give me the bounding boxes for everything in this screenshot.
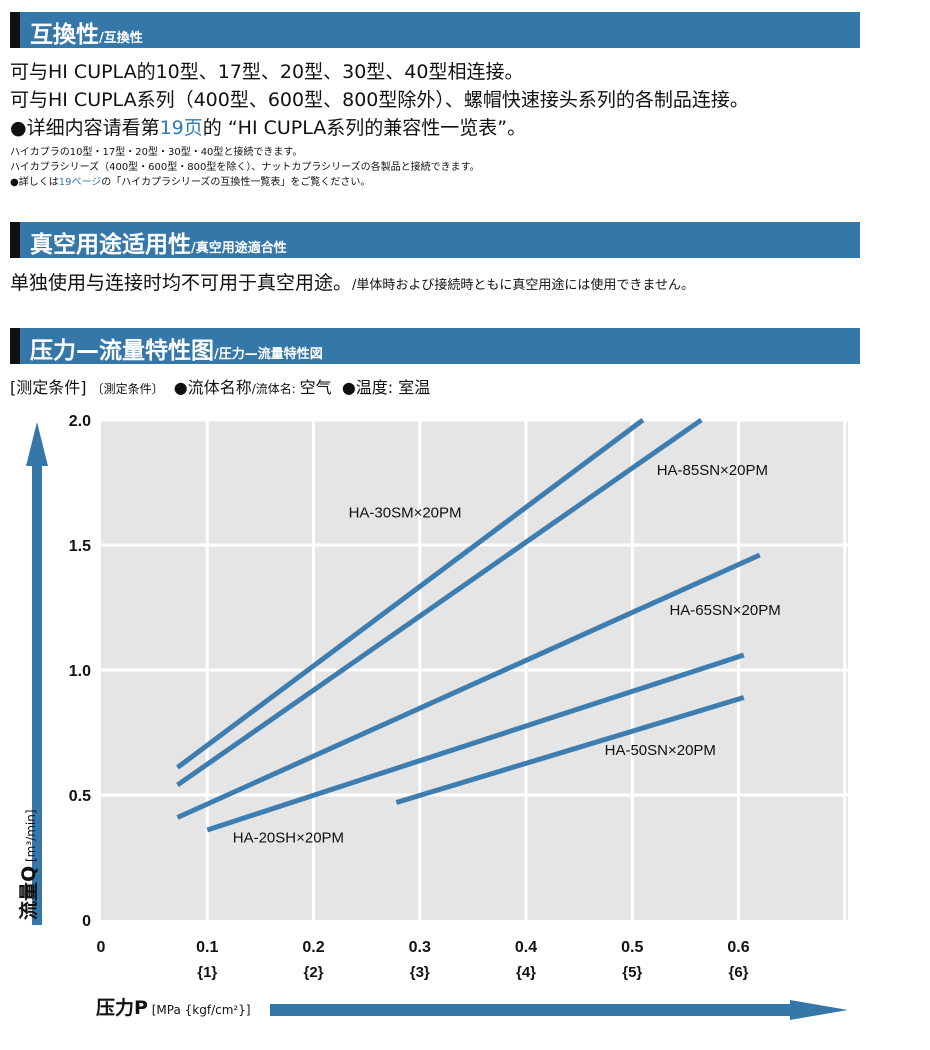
vacuum-text: 单独使用与连接时均不可用于真空用途。/単体時および接続時ともに真空用途には使用で… [10, 272, 695, 294]
x-tick-sublabel: {5} [622, 964, 642, 981]
series-line-4 [206, 652, 745, 833]
compat-line-3: ●详细内容请看第19页的 “HI CUPLA系列的兼容性一览表”。 [10, 117, 527, 139]
x-tick-label: 0.2 [302, 939, 324, 956]
x-tick-sublabel: {2} [303, 964, 323, 981]
section-title: 互換性/互換性 [30, 22, 143, 48]
series-line-2 [176, 417, 703, 788]
series-label-5: HA-50SN×20PM [605, 742, 716, 759]
header-accent [10, 12, 20, 48]
compat-line-1: 可与HI CUPLA的10型、17型、20型、30型、40型相连接。 [10, 61, 524, 83]
y-axis-arrow [26, 422, 48, 925]
y-axis-title: 流量Q [m³/min] [18, 809, 40, 920]
page-reference-link-jp[interactable]: 19ページ [58, 177, 102, 188]
y-tick-label: 0.5 [69, 788, 91, 805]
series-line-3 [176, 552, 761, 820]
y-tick-label: 0 [82, 913, 91, 930]
series-label-4: HA-20SH×20PM [233, 830, 344, 847]
x-tick-label: 0.5 [621, 939, 643, 956]
section-title: 真空用途适用性/真空用途適合性 [30, 232, 287, 258]
series-line-1 [176, 417, 645, 770]
measurement-conditions: [测定条件] 〔測定条件〕 ●流体名称/流体名: 空气 ●温度: 室温 [10, 378, 431, 397]
x-tick-label: 0.6 [727, 939, 749, 956]
pressure-flow-chart: HA-30SM×20PM HA-85SN×20PM HA-65SN×20PM HA-2… [26, 413, 848, 1020]
x-tick-label: 0.1 [196, 939, 218, 956]
series-label-3: HA-65SN×20PM [669, 602, 780, 619]
plot-area: HA-30SM×20PM HA-85SN×20PM HA-65SN×20PM HA-2… [69, 413, 848, 981]
x-tick-label: 0.4 [515, 939, 537, 956]
compat-jp-line-2: ハイカプラシリーズ（400型・600型・800型を除く）、ナットカプラシリーズの… [10, 162, 480, 173]
section-header-vacuum: 真空用途适用性/真空用途適合性 [10, 222, 860, 258]
y-tick-label: 1.5 [69, 538, 91, 555]
x-tick-sublabel: {4} [516, 964, 536, 981]
series-label-1: HA-30SM×20PM [349, 505, 462, 522]
x-axis-arrow [270, 1000, 848, 1020]
series-label-2: HA-85SN×20PM [657, 462, 768, 479]
page-reference-link[interactable]: 19页 [159, 117, 203, 139]
compat-line-2: 可与HI CUPLA系列（400型、600型、800型除外）、螺帽快速接头系列的… [10, 89, 749, 111]
x-tick-sublabel: {1} [197, 964, 217, 981]
y-tick-label: 2.0 [69, 413, 91, 430]
x-axis-title: 压力P [MPa {kgf/cm²}] [96, 997, 251, 1019]
compat-jp-line-3: ●詳しくは19ページの「ハイカプラシリーズの互換性一覧表」をご覧ください。 [10, 177, 371, 188]
x-tick-label: 0 [97, 939, 106, 956]
section-header-compatibility: 互換性/互換性 [10, 12, 860, 48]
header-accent [10, 222, 20, 258]
header-accent [10, 328, 20, 364]
series-line-5 [395, 695, 745, 805]
section-title: 压力—流量特性图/圧力—流量特性図 [30, 338, 323, 364]
x-tick-label: 0.3 [409, 939, 431, 956]
y-tick-label: 1.0 [69, 663, 91, 680]
section-header-pressure-flow: 压力—流量特性图/圧力—流量特性図 [10, 328, 860, 364]
compat-jp-line-1: ハイカプラの10型・17型・20型・30型・40型と接続できます。 [10, 147, 303, 158]
x-tick-sublabel: {6} [728, 964, 748, 981]
x-tick-sublabel: {3} [410, 964, 430, 981]
